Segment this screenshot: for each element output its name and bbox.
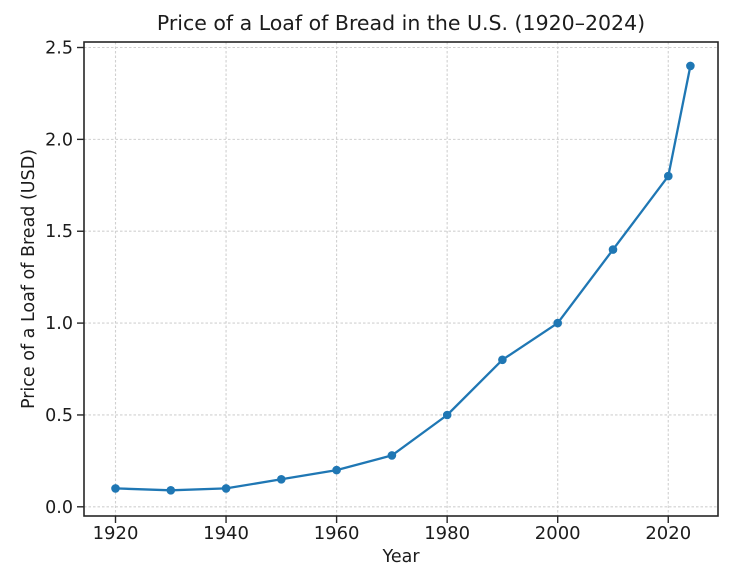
y-tick-label: 0.0 — [45, 498, 73, 518]
data-point-2024 — [686, 61, 695, 71]
x-tick-label: 2000 — [535, 523, 581, 544]
data-point-1930 — [166, 486, 176, 495]
x-tick-label: 1980 — [424, 523, 470, 544]
data-point-2020 — [664, 171, 673, 181]
series-layer — [111, 61, 695, 495]
x-axis-label: Year — [381, 547, 420, 567]
data-point-1980 — [442, 410, 452, 420]
y-tick-label: 1.0 — [45, 314, 73, 334]
x-tick-label: 2020 — [645, 523, 691, 544]
x-tick-label: 1920 — [93, 523, 139, 544]
data-point-1940 — [221, 484, 231, 493]
data-point-1920 — [111, 484, 120, 493]
chart-title: Price of a Loaf of Bread in the U.S. (19… — [157, 11, 645, 35]
data-line — [114, 64, 692, 492]
data-point-1960 — [332, 465, 341, 475]
data-point-1950 — [277, 475, 286, 484]
data-point-1990 — [498, 355, 507, 365]
tick-layer: 1920 1940 1960 1980 2000 2020 0.0 0.5 1.0 1.5 2.0 2… — [45, 39, 691, 544]
y-tick-label: 2.5 — [45, 39, 73, 59]
grid-layer — [84, 42, 718, 516]
x-tick-label: 1940 — [203, 523, 249, 544]
y-tick-label: 1.5 — [45, 222, 73, 242]
y-axis-label: Price of a Loaf of Bread (USD) — [19, 149, 39, 409]
data-point-2000 — [553, 318, 562, 328]
y-tick-label: 2.0 — [45, 130, 73, 150]
y-tick-label: 0.5 — [45, 406, 73, 426]
x-tick-label: 1960 — [314, 523, 360, 544]
data-point-1970 — [387, 451, 397, 460]
plot-border — [83, 41, 719, 517]
data-point-2010 — [608, 245, 618, 254]
